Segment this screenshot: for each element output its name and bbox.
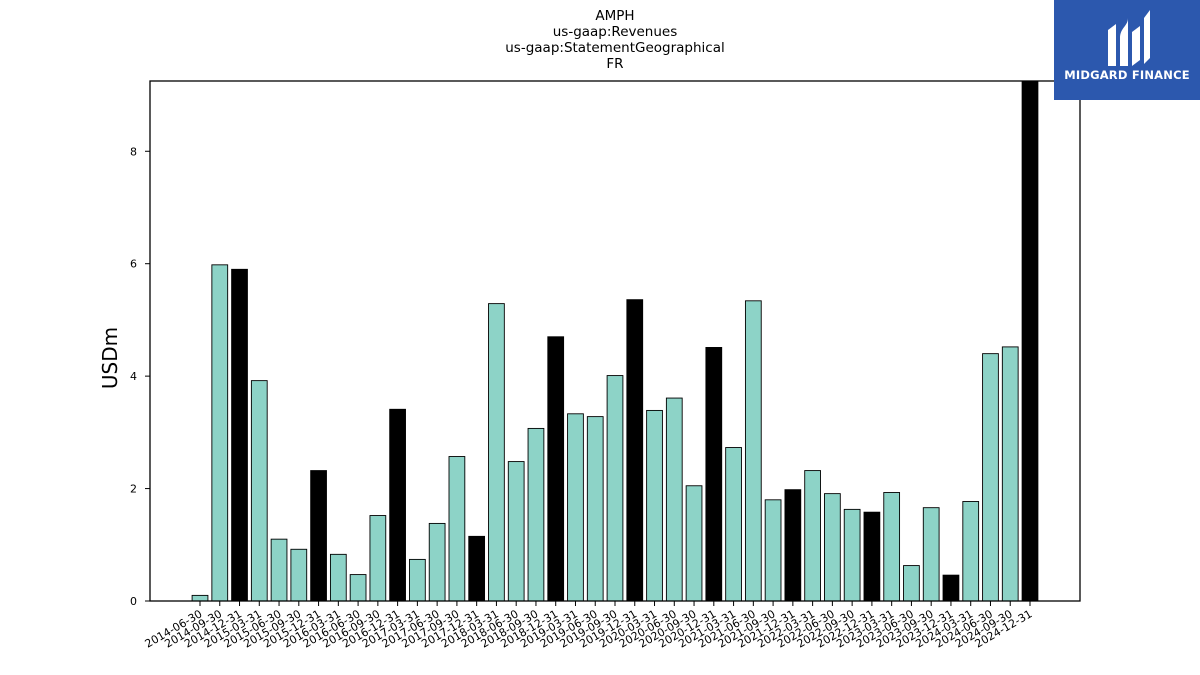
bar	[962, 501, 980, 602]
bar	[389, 408, 406, 602]
bar	[488, 303, 505, 602]
logo-text: MIDGARD FINANCE	[1064, 68, 1190, 82]
bar	[744, 300, 762, 602]
bar	[369, 515, 387, 602]
bar	[883, 492, 901, 602]
bar	[705, 347, 723, 602]
bar	[507, 461, 525, 602]
bar	[843, 508, 861, 602]
y-tick-label: 0	[130, 595, 137, 608]
bar	[685, 485, 703, 602]
midgard-logo-icon	[1108, 10, 1150, 66]
bar	[290, 548, 308, 602]
title-line: FR	[606, 56, 623, 72]
bar	[448, 456, 466, 602]
bar	[903, 565, 920, 602]
bar	[547, 336, 565, 602]
y-axis: 0 2 4 6 8	[130, 145, 150, 608]
y-tick-label: 6	[130, 258, 137, 271]
title-line: us-gaap:Revenues	[553, 24, 678, 40]
bar	[942, 574, 960, 602]
bar	[824, 493, 841, 602]
title-line: us-gaap:StatementGeographical	[505, 40, 724, 56]
bar	[764, 499, 782, 602]
bar	[1021, 80, 1039, 602]
y-tick-label: 4	[130, 370, 137, 383]
bar	[646, 409, 663, 602]
bar	[1001, 346, 1019, 602]
y-tick-label: 2	[130, 483, 137, 496]
bar	[270, 538, 288, 602]
plot-frame	[149, 80, 1081, 602]
bar	[665, 397, 683, 602]
bar	[527, 427, 545, 602]
bar	[310, 470, 327, 602]
bar	[191, 594, 209, 602]
bars-group	[191, 80, 1039, 602]
y-axis-label: USDm	[98, 327, 122, 389]
bar	[409, 558, 426, 602]
bar	[329, 553, 347, 602]
bar	[349, 574, 367, 602]
bar	[784, 489, 802, 602]
x-axis: 2014-06-302014-09-302014-12-312015-03-31…	[143, 601, 1035, 651]
bar	[231, 268, 248, 602]
bar	[586, 416, 604, 602]
bar	[863, 511, 881, 602]
bar	[626, 299, 644, 602]
bar	[567, 413, 584, 602]
bar	[922, 507, 940, 602]
chart-title: AMPHus-gaap:Revenuesus-gaap:StatementGeo…	[505, 8, 724, 72]
bar	[468, 535, 486, 602]
bar	[428, 522, 446, 602]
bar	[982, 353, 999, 602]
bar	[804, 470, 821, 602]
y-tick-label: 8	[130, 145, 137, 158]
bar	[606, 375, 624, 602]
bar	[211, 264, 229, 602]
bar	[725, 447, 742, 602]
midgard-finance-logo: MIDGARD FINANCE	[1054, 0, 1200, 100]
bar	[250, 380, 268, 602]
title-line: AMPH	[595, 8, 634, 24]
